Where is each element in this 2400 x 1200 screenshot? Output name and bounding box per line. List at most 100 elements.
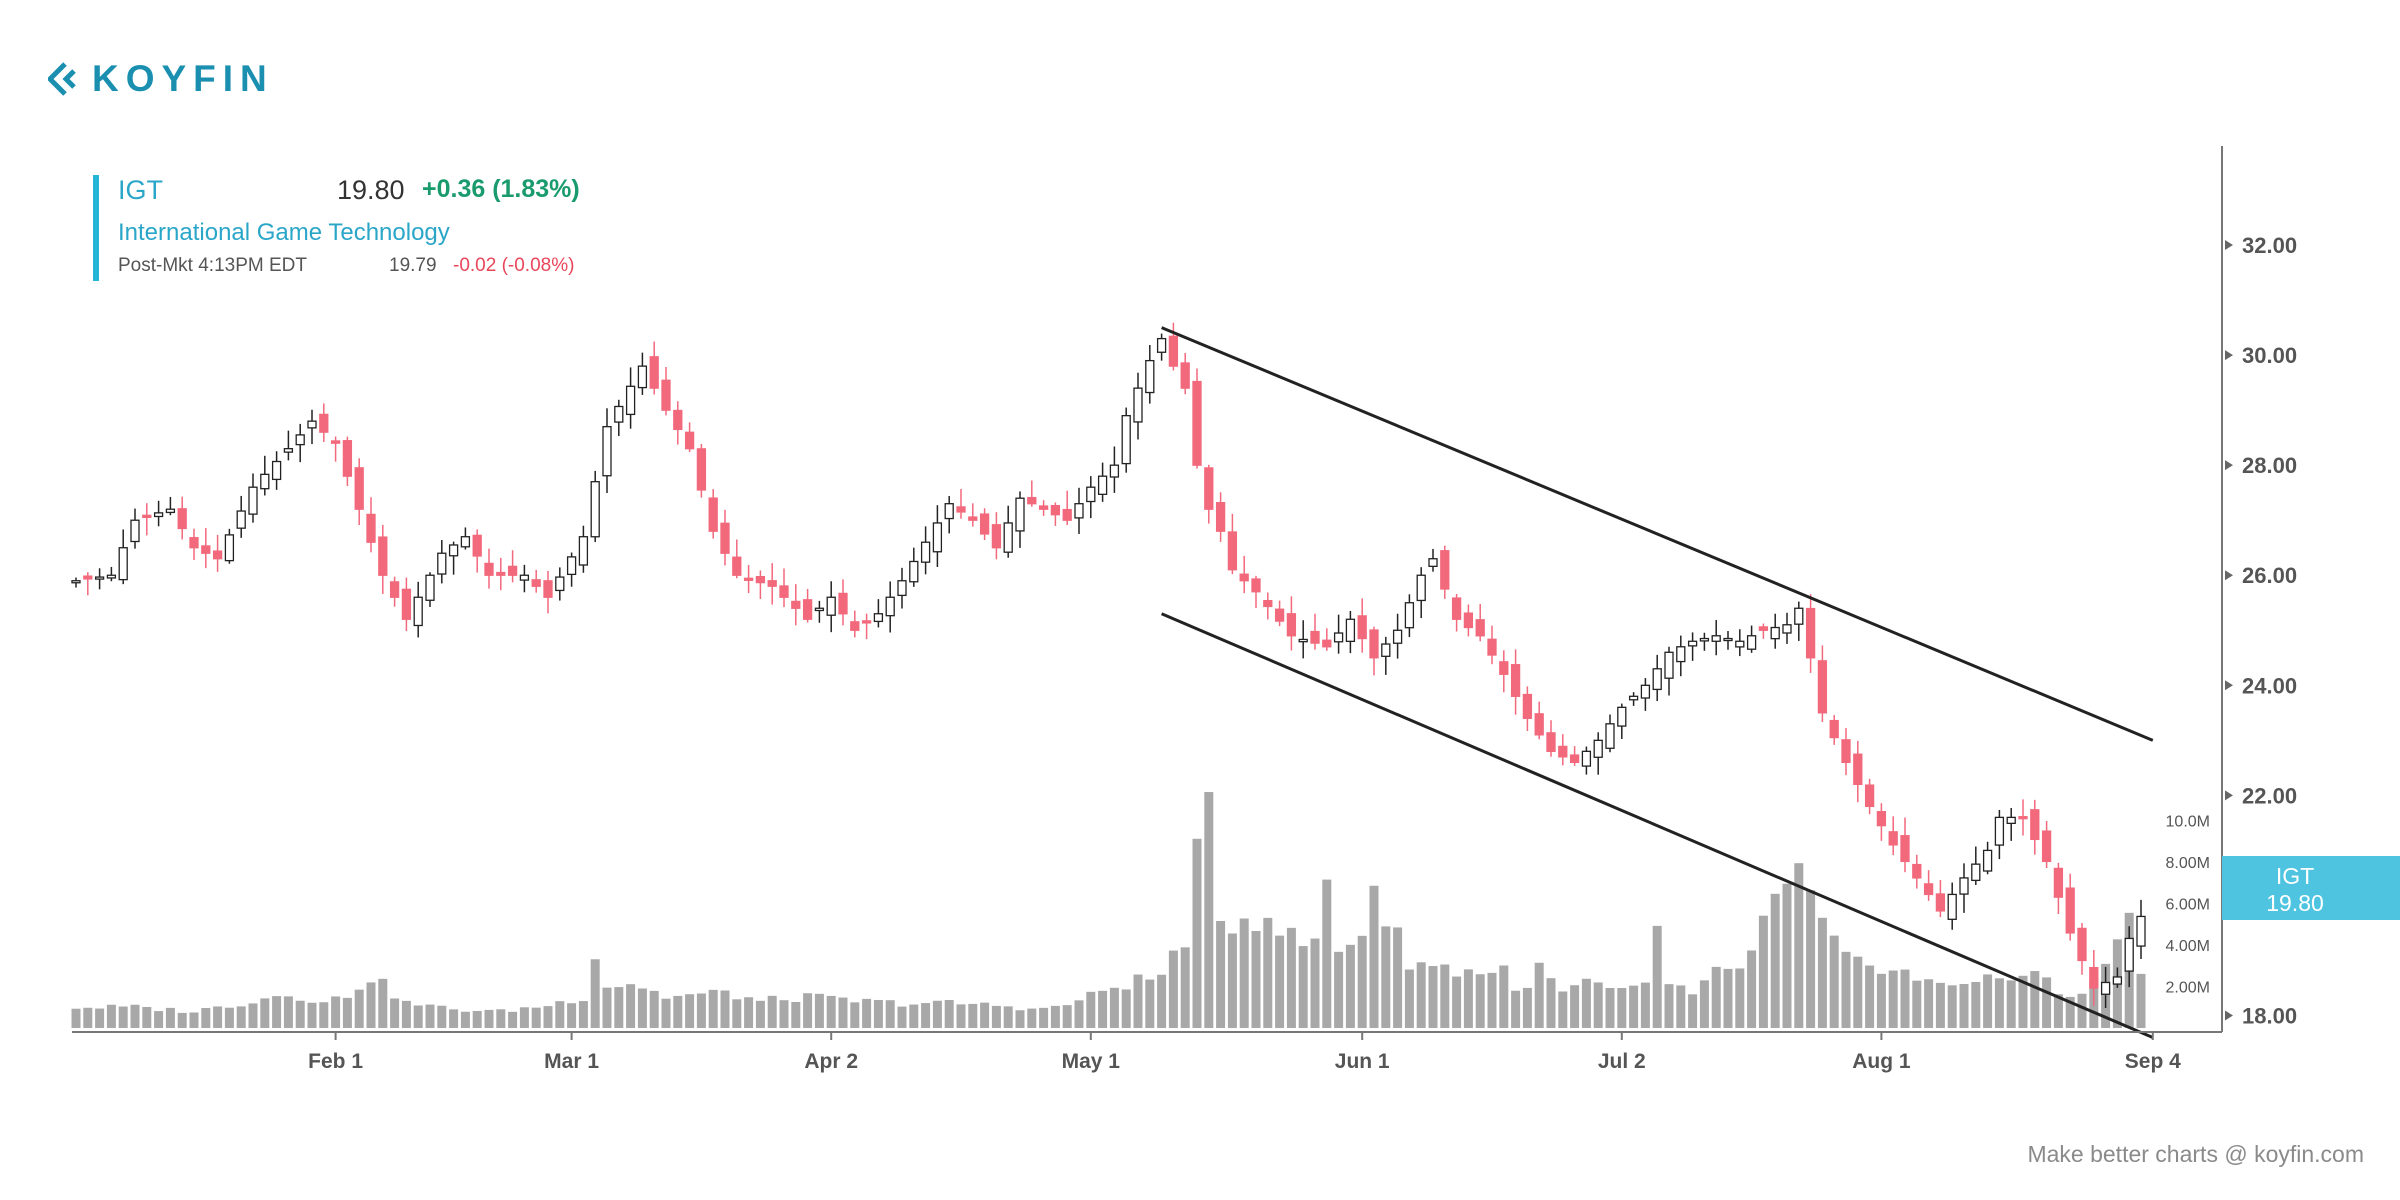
ticker-symbol[interactable]: IGT [118, 175, 163, 205]
volume-bar [909, 1004, 919, 1028]
candle [1652, 654, 1662, 702]
trend-lines[interactable] [1161, 326, 2154, 1039]
candlestick-series [71, 322, 2146, 1009]
volume-bar [1098, 990, 1108, 1028]
candle [130, 508, 140, 549]
volume-bar [1782, 883, 1792, 1028]
candle-body [779, 585, 789, 598]
candle [1038, 500, 1049, 516]
volume-bar [1062, 1005, 1072, 1028]
volume-bar [413, 1005, 423, 1028]
candle [1192, 368, 1202, 469]
footer-credit[interactable]: Make better charts @ koyfin.com [2027, 1141, 2364, 1167]
volume-bar [1723, 968, 1733, 1028]
candle [1369, 626, 1379, 676]
volume-bar [637, 988, 647, 1028]
candle-body [2006, 816, 2016, 825]
volume-bar [531, 1007, 541, 1028]
volume-bar [1640, 982, 1650, 1028]
candle-body [177, 508, 187, 530]
candle-body [802, 599, 813, 620]
candle-body [295, 434, 305, 446]
trend-line[interactable] [1161, 612, 2154, 1039]
volume-bar [1935, 982, 1945, 1028]
candle-body [838, 592, 848, 615]
candle-body [1168, 335, 1179, 367]
candle [956, 488, 966, 519]
volume-bar [1286, 927, 1296, 1028]
candle-body [142, 514, 152, 518]
candle-body [1534, 713, 1544, 736]
candle [637, 352, 648, 395]
candle [2030, 799, 2040, 855]
volume-bar [1109, 987, 1119, 1028]
trend-line[interactable] [1161, 326, 2154, 742]
candle [330, 436, 341, 462]
volume-axis-ticks: 10.0M 8.00M 6.00M 4.00M 2.00M [2166, 814, 2210, 997]
volume-bar [1971, 981, 1981, 1028]
volume-bar [1924, 979, 1934, 1028]
candle [1239, 555, 1249, 594]
candle-body [920, 541, 931, 563]
volume-bar [1393, 927, 1403, 1028]
volume-bar [342, 997, 352, 1028]
candle [897, 567, 907, 609]
candle-body [1546, 732, 1556, 752]
candle [909, 547, 919, 587]
candle-body [637, 365, 648, 389]
candle-body [1097, 475, 1108, 495]
candle [1027, 480, 1037, 507]
candle-body [1817, 660, 1828, 714]
volume-bar [873, 999, 883, 1028]
candle-body [850, 621, 860, 631]
candle-body [2041, 830, 2052, 863]
candle [2053, 862, 2064, 914]
volume-bar [1204, 792, 1214, 1028]
candle [1215, 492, 1226, 542]
candle-body [826, 596, 836, 616]
candle [295, 423, 305, 463]
candle-body [248, 486, 258, 515]
candle [484, 548, 494, 589]
x-tick-label: Sep 4 [2125, 1050, 2181, 1073]
candle-body [602, 426, 612, 477]
volume-bar [1758, 915, 1768, 1028]
candle-body [1617, 706, 1627, 727]
candle [885, 581, 895, 633]
volume-bar [1876, 973, 1886, 1028]
candle-body [743, 577, 754, 581]
candle-body [1829, 719, 1839, 739]
candle-body [507, 565, 518, 576]
koyfin-logo[interactable]: KOYFIN [48, 58, 274, 100]
candle [2077, 923, 2087, 975]
candle [614, 399, 624, 437]
candle-body [1994, 816, 2005, 846]
volume-bar [1499, 965, 1509, 1028]
post-market-label: Post-Mkt 4:13PM EDT [118, 255, 307, 276]
candle-body [732, 556, 742, 576]
volume-bar [1629, 985, 1639, 1028]
candle [1994, 809, 2005, 860]
volume-bar [449, 1009, 459, 1028]
volume-bar [1440, 964, 1450, 1028]
volume-bar [826, 995, 836, 1028]
candle-body [212, 550, 223, 560]
volume-bar [142, 1006, 152, 1028]
volume-bar [744, 997, 754, 1028]
volume-bar [1322, 879, 1332, 1028]
volume-bar [472, 1010, 482, 1028]
volume-bar [1983, 974, 1993, 1028]
volume-bar [1900, 969, 1910, 1028]
candle [968, 503, 978, 527]
volume-bar [838, 997, 848, 1028]
candle [389, 576, 400, 607]
candle [1699, 632, 1710, 651]
candle [1782, 612, 1792, 644]
candle-body [1487, 638, 1497, 656]
y-tick-marker [2225, 680, 2233, 691]
volume-bar [1570, 985, 1580, 1028]
candle [519, 564, 530, 593]
candle [260, 455, 270, 496]
candle-body [460, 536, 471, 548]
